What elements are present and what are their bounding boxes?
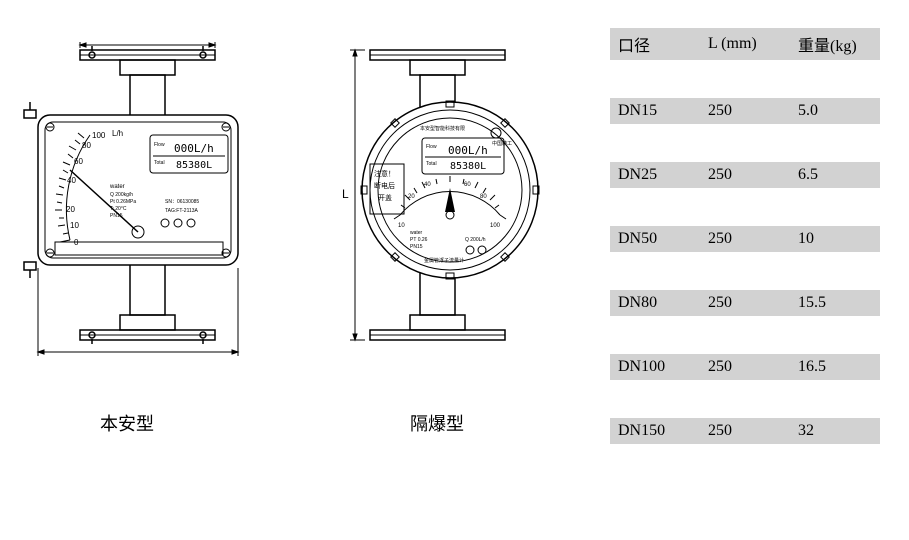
svg-text:Flow: Flow	[154, 142, 165, 148]
svg-text:TAG:FT-2113A: TAG:FT-2113A	[165, 208, 199, 214]
table-row: DN152505.0	[610, 98, 880, 124]
svg-text:water: water	[410, 230, 423, 236]
diagram-area: 0 10 20 40 60 80 100 L/h Flow 000L/h Tot…	[0, 0, 610, 540]
table-row: DN15025032	[610, 418, 880, 444]
table-header-row: 口径 L (mm) 重量(kg)	[610, 28, 880, 60]
table-cell: DN15	[610, 98, 700, 124]
table-cell: 6.5	[790, 162, 880, 188]
table-cell: 250	[700, 354, 790, 380]
table-cell: 32	[790, 418, 880, 444]
table-cell: 15.5	[790, 290, 880, 316]
svg-text:SN：06130085: SN：06130085	[165, 199, 199, 205]
svg-text:Total: Total	[154, 160, 165, 166]
col-weight: 重量(kg)	[790, 28, 880, 60]
svg-text:100: 100	[490, 223, 501, 229]
table-cell: 250	[700, 290, 790, 316]
svg-text:断电后: 断电后	[374, 181, 395, 190]
svg-text:PN15: PN15	[410, 244, 423, 250]
svg-text:T: 20°C: T: 20°C	[110, 206, 127, 212]
table-row: DN8025015.5	[610, 290, 880, 316]
svg-text:85380L: 85380L	[176, 160, 212, 171]
scale-40: 40	[67, 176, 76, 185]
table-cell: 250	[700, 226, 790, 252]
svg-text:40: 40	[424, 182, 431, 188]
scale-80: 80	[82, 141, 91, 150]
table-cell: 16.5	[790, 354, 880, 380]
scale-100: 100	[92, 131, 106, 140]
table-cell: DN80	[610, 290, 700, 316]
svg-text:60: 60	[464, 182, 471, 188]
right-device-drawing: 本安型智能科技有限 中国精工 Flow 000L/h Total 85380L	[320, 40, 590, 360]
svg-text:Q 200kg/h: Q 200kg/h	[110, 192, 133, 198]
svg-text:10: 10	[398, 223, 405, 229]
table-cell: DN25	[610, 162, 700, 188]
table-cell: DN100	[610, 354, 700, 380]
table-cell: 250	[700, 162, 790, 188]
table-cell: DN50	[610, 226, 700, 252]
svg-text:L: L	[342, 187, 349, 201]
col-length: L (mm)	[700, 28, 790, 60]
unit-label: L/h	[112, 129, 123, 138]
svg-text:Q 200L/h: Q 200L/h	[465, 237, 486, 243]
svg-text:Total: Total	[426, 161, 437, 167]
svg-text:80: 80	[480, 194, 487, 200]
spec-table: 口径 L (mm) 重量(kg) DN152505.0DN252506.5DN5…	[610, 28, 880, 444]
scale-60: 60	[74, 157, 83, 166]
svg-text:Flow: Flow	[426, 144, 437, 150]
svg-text:Pt 0.26MPa: Pt 0.26MPa	[110, 199, 136, 205]
svg-text:开盖: 开盖	[378, 193, 392, 202]
scale-10: 10	[70, 221, 79, 230]
col-diameter: 口径	[610, 28, 700, 60]
spec-table-area: 口径 L (mm) 重量(kg) DN152505.0DN252506.5DN5…	[610, 0, 909, 540]
svg-text:金属管浮子流量计: 金属管浮子流量计	[424, 257, 464, 264]
left-device-drawing: 0 10 20 40 60 80 100 L/h Flow 000L/h Tot…	[20, 40, 290, 360]
table-cell: DN150	[610, 418, 700, 444]
svg-text:PT 0.26: PT 0.26	[410, 237, 428, 243]
svg-text:20: 20	[408, 194, 415, 200]
table-row: DN252506.5	[610, 162, 880, 188]
svg-text:PN15: PN15	[110, 213, 123, 219]
table-row: DN10025016.5	[610, 354, 880, 380]
table-cell: 250	[700, 98, 790, 124]
table-cell: 10	[790, 226, 880, 252]
svg-text:BTL250/M/DN15 金属管浮子流量计: BTL250/M/DN15 金属管浮子流量计	[60, 245, 154, 253]
table-cell: 5.0	[790, 98, 880, 124]
right-device-label: 隔爆型	[410, 410, 464, 436]
svg-text:本安型智能科技有限: 本安型智能科技有限	[420, 125, 465, 132]
table-cell: 250	[700, 418, 790, 444]
left-device-label: 本安型	[100, 410, 154, 436]
svg-text:water: water	[109, 184, 125, 190]
svg-text:注意！: 注意！	[374, 169, 395, 178]
svg-text:85380L: 85380L	[450, 161, 486, 172]
scale-20: 20	[66, 205, 75, 214]
svg-text:000L/h: 000L/h	[174, 142, 214, 155]
svg-text:000L/h: 000L/h	[448, 144, 488, 157]
table-row: DN5025010	[610, 226, 880, 252]
svg-text:中国精工: 中国精工	[492, 140, 512, 147]
